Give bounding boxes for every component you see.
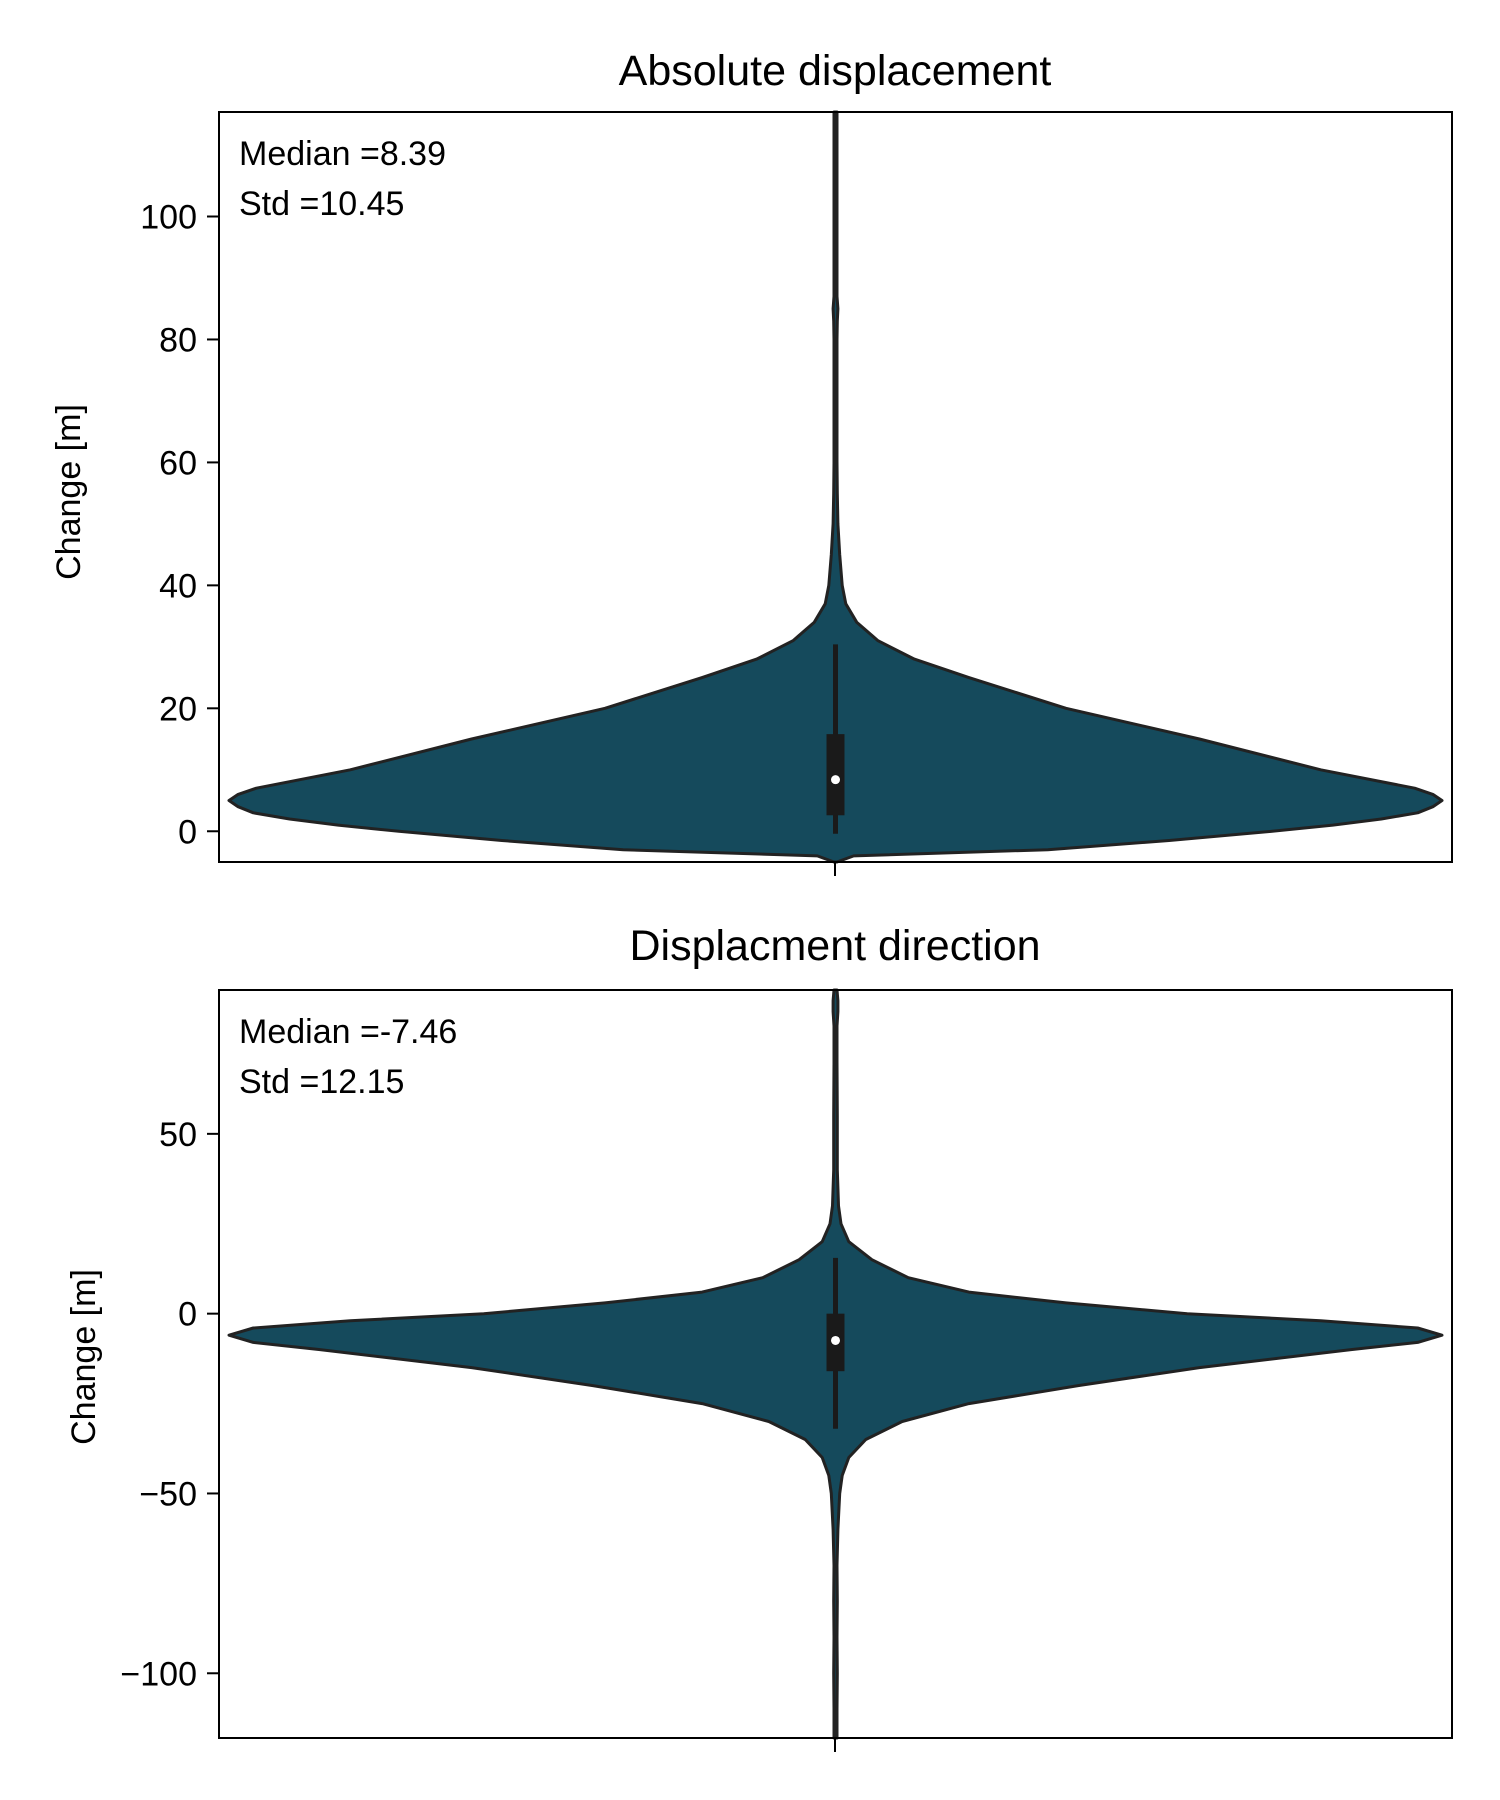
box-layer bbox=[826, 1257, 845, 1429]
std-annotation: Std =10.45 bbox=[239, 185, 404, 223]
y-axis-label: Change [m] bbox=[50, 404, 88, 580]
y-tick-label: 0 bbox=[178, 813, 197, 851]
median-point bbox=[831, 1335, 840, 1345]
y-tick-label: 100 bbox=[140, 199, 197, 237]
panel-absolute-displacement: Absolute displacement Change [m] 0 20 40 60… bbox=[50, 47, 1453, 876]
box-layer bbox=[826, 644, 845, 834]
y-tick-label: 20 bbox=[159, 690, 197, 728]
y-axis-label: Change [m] bbox=[65, 1269, 103, 1445]
y-tick-label: 50 bbox=[159, 1116, 197, 1154]
panel-title: Displacment direction bbox=[629, 922, 1040, 970]
median-annotation: Median =-7.46 bbox=[239, 1013, 457, 1051]
y-ticks: −100 −50 0 50 bbox=[120, 1116, 219, 1693]
iqr-box bbox=[826, 734, 845, 816]
median-point bbox=[831, 775, 840, 785]
y-tick-label: −100 bbox=[120, 1655, 197, 1693]
y-tick-label: 80 bbox=[159, 321, 197, 359]
y-tick-label: 0 bbox=[178, 1296, 197, 1334]
y-tick-label: 40 bbox=[159, 567, 197, 605]
y-tick-label: 60 bbox=[159, 444, 197, 482]
y-tick-label: −50 bbox=[139, 1475, 197, 1513]
panel-title: Absolute displacement bbox=[619, 47, 1052, 95]
panel-displacement-direction: Displacment direction Change [m] −100 −50… bbox=[65, 922, 1453, 1752]
std-annotation: Std =12.15 bbox=[239, 1063, 404, 1101]
y-ticks: 0 20 40 60 80 100 bbox=[140, 199, 219, 851]
median-annotation: Median =8.39 bbox=[239, 135, 446, 173]
